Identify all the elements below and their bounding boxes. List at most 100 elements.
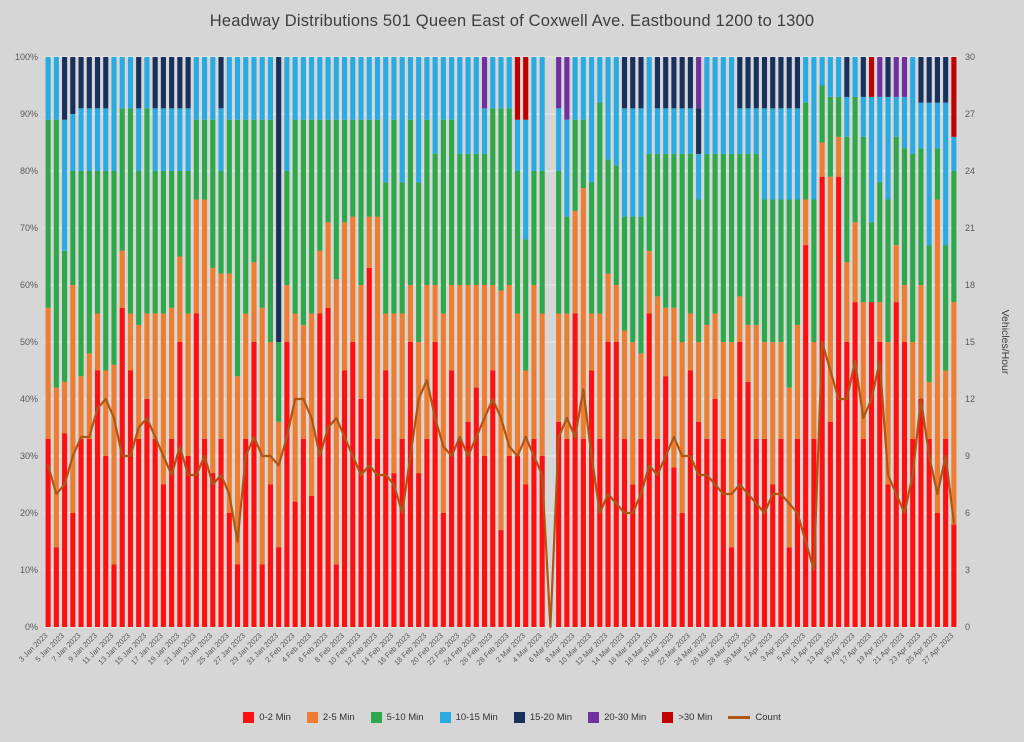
stacked-bar-segment: [918, 285, 924, 399]
stacked-bar-segment: [679, 153, 685, 342]
stacked-bar-segment: [218, 273, 224, 439]
stacked-bar-segment: [646, 313, 652, 627]
stacked-bar-segment: [836, 176, 842, 627]
stacked-bar-segment: [564, 216, 570, 314]
stacked-bar-segment: [770, 342, 776, 485]
stacked-bar-segment: [218, 171, 224, 274]
stacked-bar-segment: [473, 285, 479, 388]
stacked-bar-segment: [934, 57, 940, 103]
stacked-bar-segment: [226, 57, 232, 120]
stacked-bar-segment: [844, 136, 850, 263]
stacked-bar-segment: [951, 302, 957, 525]
stacked-bar-segment: [391, 473, 397, 627]
stacked-bar-segment: [432, 153, 438, 285]
stacked-bar-segment: [342, 370, 348, 627]
stacked-bar-segment: [877, 57, 883, 97]
stacked-bar-segment: [671, 467, 677, 627]
stacked-bar-segment: [877, 302, 883, 342]
stacked-bar-segment: [259, 564, 265, 627]
stacked-bar-segment: [127, 57, 134, 109]
stacked-bar-segment: [729, 547, 735, 627]
stacked-bar-segment: [432, 57, 438, 154]
stacked-bar-segment: [671, 57, 677, 109]
stacked-bar-segment: [185, 108, 191, 171]
stacked-bar-segment: [416, 473, 422, 627]
stacked-bar-segment: [284, 171, 290, 285]
stacked-bar-segment: [407, 342, 413, 627]
stacked-bar-segment: [827, 57, 833, 97]
stacked-bar-segment: [86, 171, 92, 354]
stacked-bar-segment: [539, 456, 545, 627]
stacked-bar-segment: [358, 57, 364, 120]
stacked-bar-segment: [877, 96, 883, 183]
stacked-bar-segment: [366, 57, 372, 120]
stacked-bar-segment: [597, 438, 603, 627]
stacked-bar-segment: [342, 119, 348, 223]
stacked-bar-segment: [78, 171, 84, 377]
stacked-bar-segment: [86, 108, 92, 171]
stacked-bar-segment: [852, 302, 858, 627]
stacked-bar-segment: [613, 342, 619, 627]
stacked-bar-segment: [926, 102, 932, 246]
stacked-bar-segment: [465, 285, 471, 422]
stacked-bar-segment: [160, 313, 166, 485]
stacked-bar-segment: [449, 119, 455, 285]
stacked-bar-segment: [62, 57, 68, 120]
stacked-bar-segment: [638, 438, 644, 627]
right-axis-tick: 12: [965, 394, 975, 404]
stacked-bar-segment: [424, 119, 430, 285]
stacked-bar-segment: [292, 57, 298, 120]
right-axis-tick: 21: [965, 223, 975, 233]
stacked-bar-segment: [465, 153, 471, 285]
stacked-bar-segment: [284, 342, 290, 627]
stacked-bar-segment: [556, 313, 562, 422]
stacked-bar-segment: [761, 108, 768, 200]
stacked-bar-segment: [885, 57, 891, 97]
stacked-bar-segment: [267, 57, 273, 120]
stacked-bar-segment: [885, 96, 891, 200]
stacked-bar-segment: [259, 119, 265, 308]
stacked-bar-segment: [111, 57, 117, 171]
right-axis-tick: 27: [965, 109, 975, 119]
stacked-bar-segment: [943, 438, 949, 627]
stacked-bar-segment: [276, 57, 282, 342]
stacked-bar-segment: [342, 222, 348, 371]
stacked-bar-segment: [712, 57, 718, 154]
stacked-bar-segment: [910, 438, 916, 627]
left-axis-tick: 60%: [20, 280, 38, 290]
stacked-bar-segment: [202, 438, 208, 627]
stacked-bar-segment: [901, 57, 908, 97]
stacked-bar-segment: [852, 222, 858, 303]
stacked-bar-segment: [407, 57, 413, 120]
stacked-bar-segment: [745, 153, 751, 325]
legend-item: 5-10 Min: [370, 712, 424, 723]
stacked-bar-segment: [753, 438, 759, 627]
axis-tick-labels: 0% 0 10% 3 20% 6 30% 9 40% 12 50% 15 60% 18 70% 21 80% 24…: [15, 52, 975, 632]
stacked-bar-segment: [111, 171, 117, 365]
stacked-bar-segment: [704, 57, 710, 154]
stacked-bar-segment: [926, 381, 932, 439]
stacked-bar-segment: [514, 456, 521, 627]
stacked-bar-segment: [778, 199, 784, 342]
stacked-bar-segment: [514, 57, 521, 120]
stacked-bar-segment: [169, 171, 175, 308]
legend-label: 0-2 Min: [259, 712, 291, 723]
stacked-bar-segment: [877, 182, 883, 303]
stacked-bar-segment: [432, 285, 438, 342]
stacked-bar-segment: [926, 245, 932, 382]
stacked-bar-segment: [350, 119, 356, 217]
stacked-bar-segment: [679, 513, 685, 627]
legend-label: >30 Min: [678, 712, 713, 723]
legend-color-swatch: [243, 712, 255, 723]
stacked-bar-segment: [333, 119, 339, 280]
stacked-bar-segment: [687, 153, 693, 314]
stacked-bar-segment: [169, 438, 175, 627]
stacked-bar-segment: [86, 57, 92, 109]
stacked-bar-segment: [811, 438, 817, 627]
stacked-bar-segment: [745, 381, 751, 627]
left-axis-tick: 20%: [20, 508, 38, 518]
stacked-bar-segment: [803, 57, 809, 103]
stacked-bar-segment: [473, 153, 479, 285]
stacked-bar-segment: [70, 114, 76, 171]
stacked-bar-segment: [86, 438, 92, 627]
